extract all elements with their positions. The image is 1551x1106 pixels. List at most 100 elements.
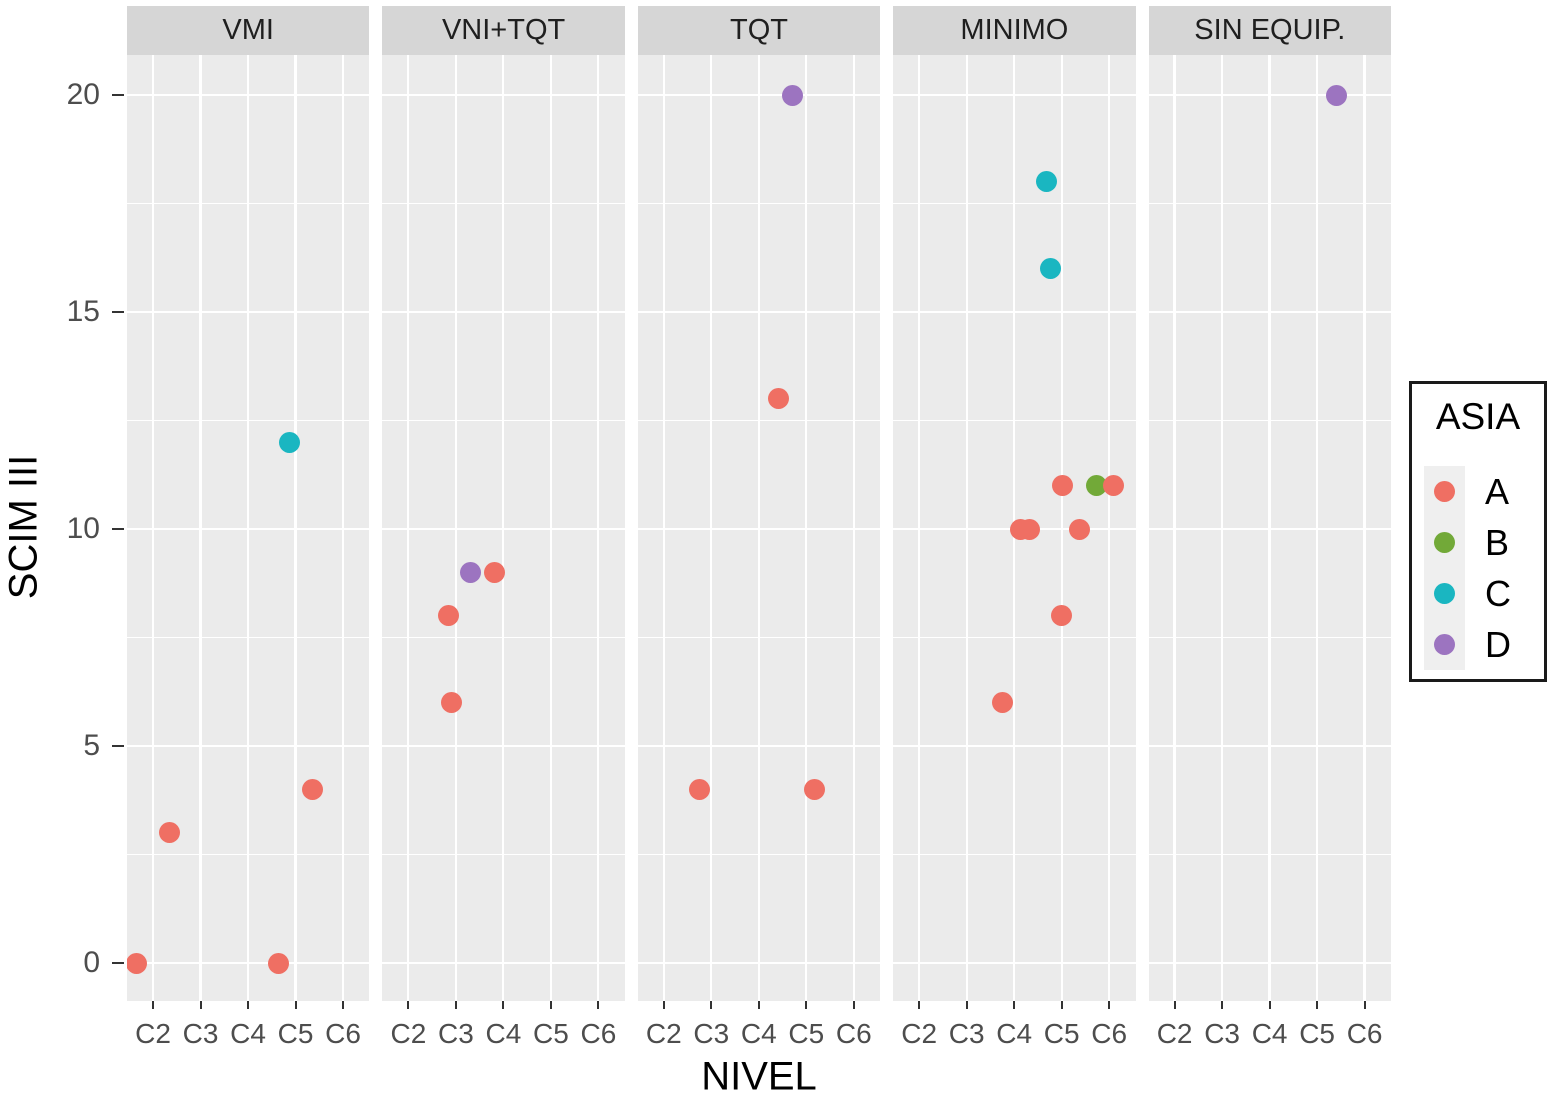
gridline-v: [1060, 55, 1063, 1001]
gridline-v: [1268, 55, 1271, 1001]
gridline-v: [757, 55, 760, 1001]
x-tick-label: C3: [948, 1018, 985, 1049]
x-tick-mark: [1221, 1001, 1224, 1009]
gridline-v: [1220, 55, 1224, 1001]
data-point: [1036, 171, 1058, 193]
x-tick-mark: [805, 1001, 808, 1009]
x-tick-mark: [1108, 1001, 1111, 1009]
facet-strip-label: MINIMO: [960, 14, 1069, 46]
facet-strip: SIN EQUIP.: [1148, 6, 1391, 55]
x-tick-label: C2: [1156, 1018, 1193, 1049]
x-tick-label: C4: [740, 1018, 777, 1049]
gridline-v: [151, 55, 155, 1001]
x-tick-mark: [199, 1001, 202, 1009]
facet-panel: [1148, 55, 1391, 1001]
x-tick-mark: [852, 1001, 855, 1009]
y-tick-mark: [112, 527, 124, 531]
data-point: [767, 388, 789, 410]
x-tick-label: C6: [580, 1018, 617, 1049]
x-tick-label: C2: [901, 1018, 938, 1049]
x-tick-mark: [757, 1001, 760, 1009]
data-point: [1068, 518, 1090, 540]
x-tick-label: C5: [532, 1018, 569, 1049]
x-tick-label: C4: [1251, 1018, 1288, 1049]
gridline-v: [597, 55, 600, 1001]
x-tick-mark: [342, 1001, 344, 1009]
legend-title: ASIA: [1435, 396, 1521, 437]
y-tick-label: 20: [66, 78, 100, 111]
legend-label: B: [1485, 522, 1510, 563]
y-tick-label: 0: [83, 946, 100, 979]
facet-panel: [127, 55, 370, 1001]
gridline-v: [965, 55, 968, 1001]
x-tick-mark: [454, 1001, 457, 1009]
gridline-v: [710, 55, 713, 1001]
data-point: [991, 692, 1013, 714]
x-tick-label: C5: [277, 1018, 314, 1049]
x-tick-label: C5: [1299, 1018, 1335, 1049]
gridline-v: [407, 55, 410, 1001]
x-tick-label: C4: [996, 1018, 1033, 1049]
x-tick-label: C2: [390, 1018, 427, 1049]
x-tick-label: C5: [788, 1018, 825, 1049]
x-tick-label: C6: [325, 1018, 361, 1049]
x-tick-mark: [502, 1001, 505, 1009]
data-point: [804, 778, 826, 800]
legend-key: [1424, 466, 1465, 517]
data-point: [1085, 475, 1107, 497]
data-point: [1040, 258, 1062, 280]
x-tick-label: C5: [1043, 1018, 1080, 1049]
x-axis-title: NIVEL: [701, 1054, 817, 1099]
legend-item: C: [1424, 568, 1544, 619]
x-tick-mark: [662, 1001, 665, 1009]
x-tick-mark: [965, 1001, 968, 1009]
data-point: [127, 952, 147, 974]
facet-strip: VMI: [127, 6, 370, 55]
x-tick-mark: [597, 1001, 600, 1009]
x-tick-label: C3: [437, 1018, 474, 1049]
facet-strip-label: VNI+TQT: [441, 14, 566, 46]
gridline-v: [918, 55, 921, 1001]
facet-panel: [382, 55, 625, 1001]
x-tick-mark: [1060, 1001, 1063, 1009]
facet-strip: VNI+TQT: [382, 6, 625, 55]
x-tick-label: C3: [182, 1018, 219, 1049]
data-point: [460, 561, 482, 583]
gridline-v: [549, 55, 552, 1001]
data-point: [268, 952, 290, 974]
x-tick-mark: [247, 1001, 249, 1009]
x-tick-label: C2: [645, 1018, 682, 1049]
y-tick-mark: [112, 310, 124, 314]
x-tick-mark: [710, 1001, 713, 1009]
data-point: [1103, 475, 1125, 497]
data-point: [440, 692, 462, 714]
gridline-v: [246, 55, 250, 1001]
facet-strip-label: TQT: [729, 14, 788, 46]
y-tick-label: 15: [66, 295, 100, 328]
legend-point: [1434, 481, 1455, 502]
x-tick-label: C6: [835, 1018, 872, 1049]
gridline-v: [199, 55, 202, 1001]
data-point: [1051, 605, 1073, 627]
y-tick-label: 5: [83, 729, 100, 762]
x-tick-label: C3: [693, 1018, 730, 1049]
data-point: [279, 431, 301, 453]
x-tick-mark: [1363, 1001, 1366, 1009]
x-tick-mark: [294, 1001, 297, 1009]
legend-item: D: [1424, 619, 1544, 670]
x-tick-label: C4: [485, 1018, 522, 1049]
facet-strip: MINIMO: [893, 6, 1136, 55]
data-point: [437, 605, 459, 627]
facet-panel: [637, 55, 881, 1001]
x-tick-mark: [918, 1001, 921, 1009]
gridline-v: [341, 55, 345, 1001]
legend-point: [1434, 532, 1455, 553]
legend-key: [1424, 517, 1465, 568]
legend-key: [1424, 568, 1465, 619]
gridline-v: [502, 55, 505, 1001]
x-tick-mark: [1173, 1001, 1176, 1009]
x-tick-label: C4: [230, 1018, 266, 1049]
x-tick-label: C6: [1346, 1018, 1383, 1049]
